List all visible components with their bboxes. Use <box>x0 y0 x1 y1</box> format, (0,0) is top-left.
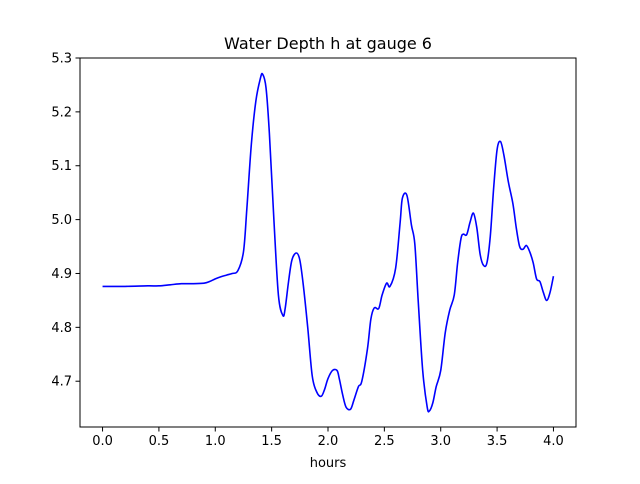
y-tick-label: 4.9 <box>51 267 72 282</box>
x-axis-ticks: 0.0 0.5 1.0 1.5 2.0 2.5 3.0 3.5 4.0 <box>92 427 564 449</box>
x-tick-label: 1.5 <box>261 434 282 449</box>
x-tick-label: 0.0 <box>92 434 113 449</box>
y-tick-label: 5.3 <box>51 52 72 67</box>
x-tick-label: 3.0 <box>430 434 451 449</box>
x-tick-label: 0.5 <box>149 434 170 449</box>
x-tick-label: 3.5 <box>487 434 508 449</box>
y-tick-label: 4.7 <box>51 375 72 390</box>
x-tick-label: 4.0 <box>543 434 564 449</box>
x-axis-label: hours <box>310 456 347 471</box>
y-tick-label: 5.0 <box>51 213 72 228</box>
x-tick-label: 2.5 <box>374 434 395 449</box>
y-tick-label: 5.2 <box>51 105 72 120</box>
y-tick-label: 4.8 <box>51 321 72 336</box>
y-axis-ticks: 4.7 4.8 4.9 5.0 5.1 5.2 5.3 <box>51 52 80 390</box>
y-tick-label: 5.1 <box>51 159 72 174</box>
chart-title: Water Depth h at gauge 6 <box>224 34 432 53</box>
series-line-0 <box>102 72 555 413</box>
x-tick-label: 2.0 <box>318 434 339 449</box>
x-tick-label: 1.0 <box>205 434 226 449</box>
